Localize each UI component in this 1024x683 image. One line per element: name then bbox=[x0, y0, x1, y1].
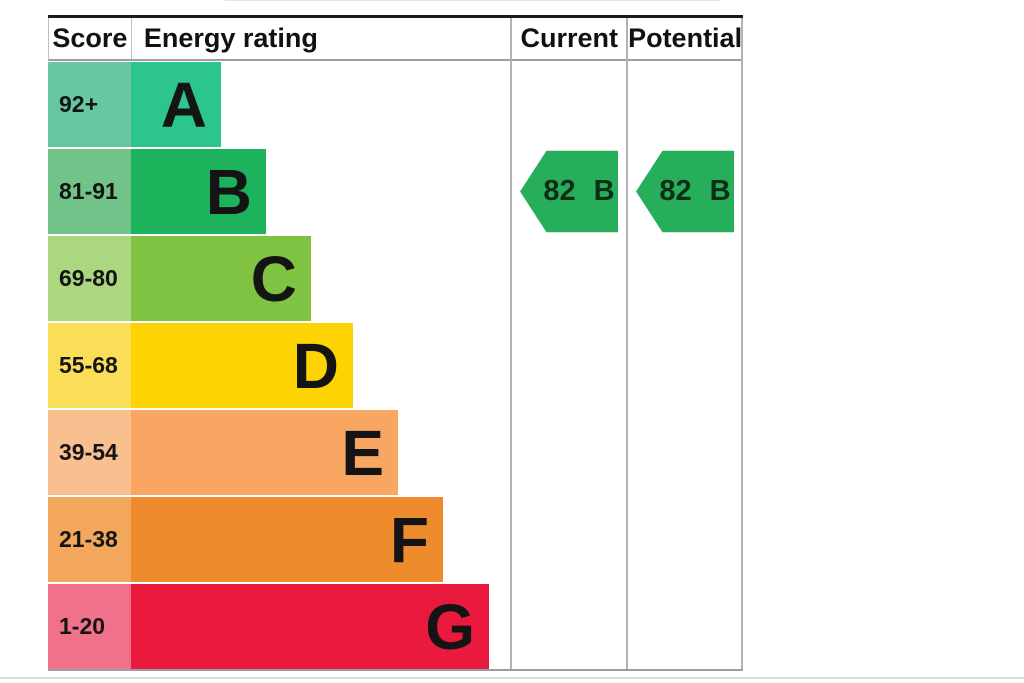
rating-letter-g: G bbox=[425, 590, 475, 663]
current-rating-arrow: 82 B bbox=[520, 150, 618, 233]
score-cell-a: 92+ bbox=[48, 62, 131, 147]
rating-bar-d: D bbox=[131, 323, 353, 408]
table-bottom-border bbox=[48, 669, 743, 671]
table-top-border bbox=[48, 15, 743, 18]
rating-bands: 92+ A 81-91 B 69-80 C 55-68 D bbox=[48, 62, 510, 669]
band-row-f: 21-38 F bbox=[48, 497, 510, 582]
band-row-d: 55-68 D bbox=[48, 323, 510, 408]
score-cell-g: 1-20 bbox=[48, 584, 131, 669]
table-right-border bbox=[741, 18, 743, 670]
divider-current-potential bbox=[626, 18, 628, 670]
rating-bar-b: B bbox=[131, 149, 266, 234]
rating-letter-d: D bbox=[292, 329, 339, 402]
rating-bar-a: A bbox=[131, 62, 221, 147]
table-header-row: Score Energy rating Current Potential bbox=[48, 18, 743, 61]
score-column-header: Score bbox=[49, 18, 132, 59]
rating-letter-b: B bbox=[205, 155, 252, 228]
divider-rating-current bbox=[510, 18, 512, 670]
rating-bar-g: G bbox=[131, 584, 489, 669]
band-row-e: 39-54 E bbox=[48, 410, 510, 495]
rating-bar-f: F bbox=[131, 497, 443, 582]
energy-rating-column-header: Energy rating bbox=[143, 23, 318, 53]
band-row-b: 81-91 B bbox=[48, 149, 510, 234]
current-column-header: Current bbox=[520, 23, 618, 53]
top-edge-line bbox=[225, 0, 720, 1]
bottom-edge-line bbox=[0, 677, 1024, 679]
score-cell-c: 69-80 bbox=[48, 236, 131, 321]
score-cell-e: 39-54 bbox=[48, 410, 131, 495]
score-cell-f: 21-38 bbox=[48, 497, 131, 582]
rating-letter-c: C bbox=[250, 242, 297, 315]
band-row-c: 69-80 C bbox=[48, 236, 510, 321]
current-rating-label: 82 B bbox=[543, 175, 615, 207]
rating-bar-e: E bbox=[131, 410, 398, 495]
rating-bar-c: C bbox=[131, 236, 311, 321]
score-cell-d: 55-68 bbox=[48, 323, 131, 408]
potential-rating-arrow: 82 B bbox=[636, 150, 734, 233]
band-row-a: 92+ A bbox=[48, 62, 510, 147]
band-row-g: 1-20 G bbox=[48, 584, 510, 669]
rating-letter-e: E bbox=[341, 416, 384, 489]
potential-rating-label: 82 B bbox=[659, 175, 731, 207]
score-cell-b: 81-91 bbox=[48, 149, 131, 234]
potential-column-header: Potential bbox=[628, 23, 743, 53]
rating-letter-a: A bbox=[160, 68, 207, 141]
rating-table: Score Energy rating Current Potential 92… bbox=[48, 15, 743, 671]
rating-letter-f: F bbox=[389, 503, 429, 576]
